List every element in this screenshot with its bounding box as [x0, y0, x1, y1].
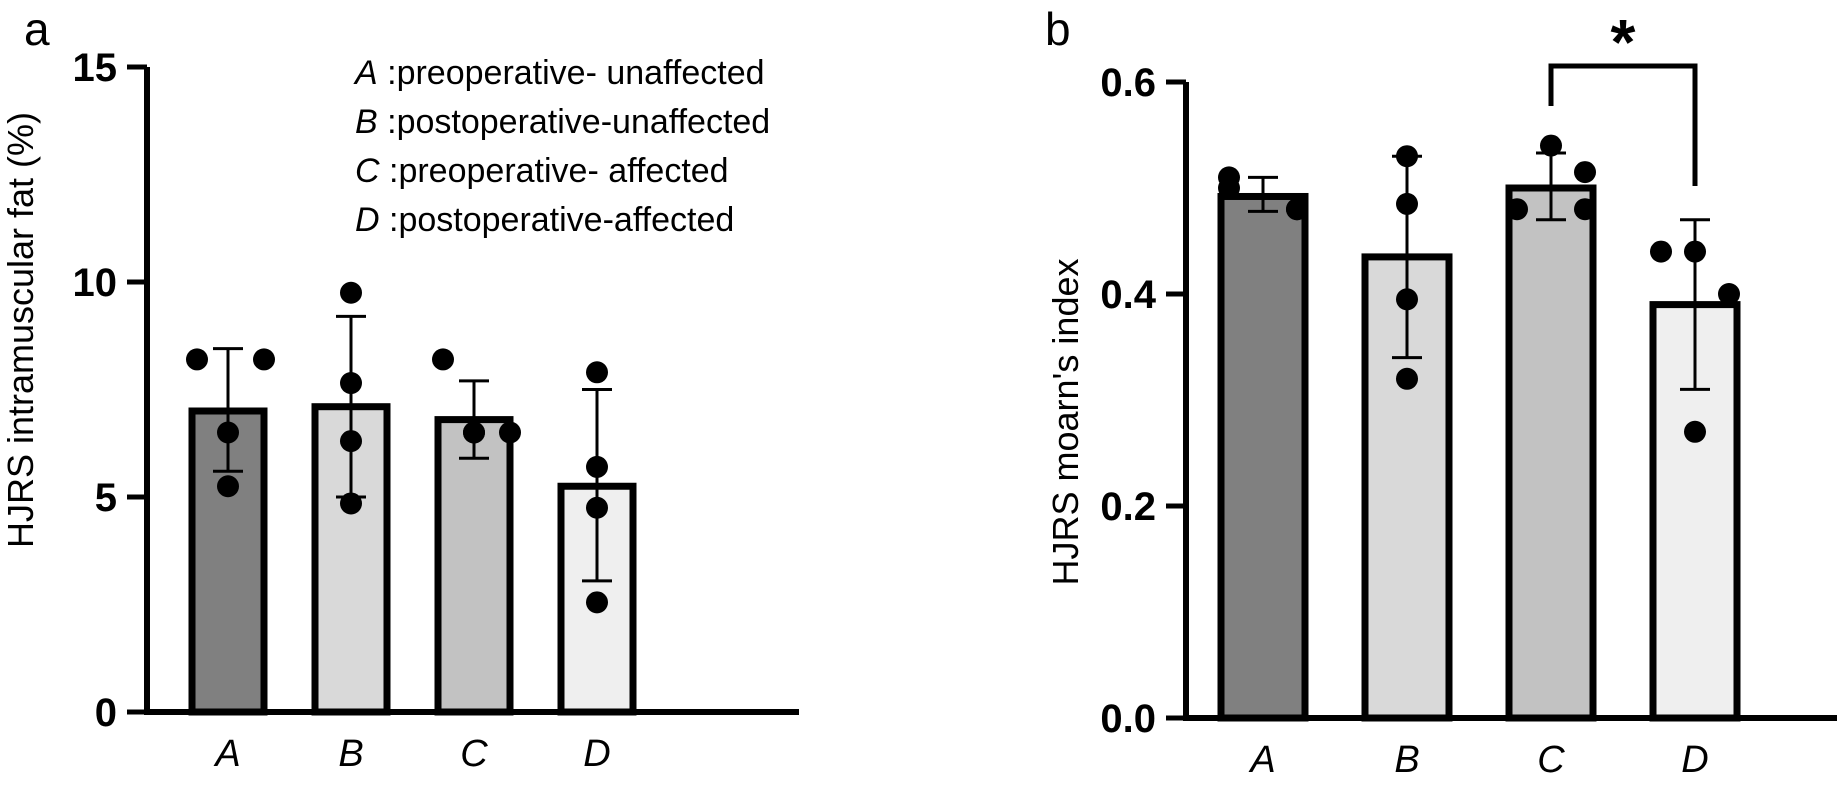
panel-b-letter: b — [1045, 3, 1071, 55]
panel-b-y-tick-label: 0.0 — [1100, 697, 1156, 741]
panel-b-point-c-4 — [1574, 198, 1596, 221]
panel-b-point-d-4 — [1684, 240, 1706, 263]
legend-text-b: :postoperative-unaffected — [378, 103, 771, 141]
panel-a-point-d-1 — [586, 361, 608, 384]
panel-a-error-bar-a — [213, 347, 243, 473]
panel-b-bar-c — [1505, 184, 1597, 722]
panel-a-error-bar-c — [459, 379, 489, 460]
panel-a-letter: a — [24, 3, 50, 55]
panel-b-point-a-3 — [1218, 166, 1240, 189]
legend-key-b: B — [355, 103, 378, 141]
panel-a-point-d-3 — [586, 496, 608, 519]
panel-b-y-tick-label: 0.4 — [1100, 273, 1156, 317]
legend: A :preoperative- unaffected B :postopera… — [353, 54, 770, 239]
legend-text-d: :postoperative-affected — [380, 201, 735, 239]
legend-key-c: C — [355, 152, 380, 190]
panel-a-point-a-2 — [253, 348, 275, 371]
legend-entry-a: A :preoperative- unaffected — [353, 54, 765, 92]
panel-a-point-b-1 — [340, 281, 362, 304]
panel-a-point-c-4 — [463, 421, 485, 444]
panel-b-point-d-3 — [1684, 420, 1706, 443]
panel-a-y-tick-label: 0 — [95, 691, 117, 735]
panel-a-y-tick-label: 5 — [95, 476, 117, 520]
legend-key-a: A — [353, 54, 378, 92]
legend-text-a: :preoperative- unaffected — [378, 54, 765, 92]
panel-a-y-tick-label: 15 — [73, 46, 118, 90]
panel-a-x-tick-label-b: B — [338, 733, 363, 775]
panel-a-y-tick-label: 10 — [73, 261, 118, 305]
significance-bracket — [1548, 63, 1698, 186]
panel-a-point-a-1 — [186, 348, 208, 371]
panel-a-bar-c — [434, 416, 514, 716]
panel-a-point-a-4 — [217, 475, 239, 498]
legend-entry-b: B :postoperative-unaffected — [355, 103, 770, 141]
significance-star: * — [1611, 6, 1636, 78]
panel-b-x-tick-label-c: C — [1537, 739, 1565, 781]
panel-a-error-bar-d — [582, 388, 612, 583]
panel-b-point-a-4 — [1286, 198, 1308, 221]
panel-a-point-c-2 — [499, 421, 521, 444]
panel-b-point-c-3 — [1506, 198, 1528, 221]
panel-b-point-c-1 — [1540, 134, 1562, 157]
legend-entry-d: D :postoperative-affected — [355, 201, 734, 239]
panel-b-y-tick-label: 0.2 — [1100, 485, 1156, 529]
panel-a-point-a-3 — [217, 421, 239, 444]
panel-b-y-tick-label: 0.6 — [1100, 61, 1156, 105]
legend-key-d: D — [355, 201, 380, 239]
panel-a-y-axis-title: HJRS intramuscular fat (%) — [0, 112, 41, 548]
panel-b-point-d-1 — [1650, 240, 1672, 263]
panel-b-point-b-2 — [1396, 192, 1418, 215]
panel-b-x-tick-label-b: B — [1394, 739, 1419, 781]
panel-b-y-axis-title: HJRS moarn's index — [1045, 259, 1086, 586]
panel-b-point-b-4 — [1396, 367, 1418, 390]
panel-b: b HJRS moarn's index 0.0 0.2 0.4 0.6 A B C D * — [1045, 3, 1837, 781]
panel-a-point-b-4 — [340, 492, 362, 515]
panel-a-point-d-2 — [586, 455, 608, 478]
panel-a-point-b-3 — [340, 430, 362, 453]
panel-b-point-b-1 — [1396, 145, 1418, 168]
panel-b-point-c-2 — [1574, 161, 1596, 184]
panel-a-x-tick-label-c: C — [460, 733, 488, 775]
panel-b-x-tick-label-d: D — [1681, 739, 1708, 781]
panel-a-point-d-4 — [586, 591, 608, 614]
legend-text-c: :preoperative- affected — [380, 152, 729, 190]
panel-b-error-bar-a — [1248, 175, 1278, 213]
panel-b-point-b-3 — [1396, 288, 1418, 311]
panel-b-bar-a — [1217, 192, 1309, 722]
panel-a-x-tick-label-a: A — [213, 733, 240, 775]
legend-entry-c: C :preoperative- affected — [355, 152, 729, 190]
panel-a-point-b-2 — [340, 372, 362, 395]
panel-b-x-tick-label-a: A — [1248, 739, 1275, 781]
panel-a-x-tick-label-d: D — [583, 733, 610, 775]
panel-b-point-d-2 — [1718, 283, 1740, 305]
panel-a-point-c-1 — [432, 348, 454, 371]
